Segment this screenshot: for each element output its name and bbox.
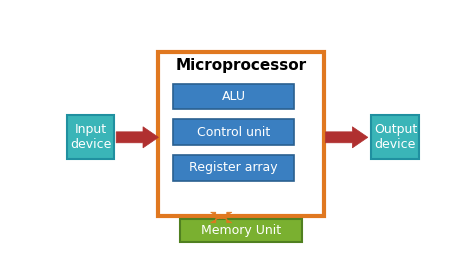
Polygon shape <box>116 127 158 148</box>
Bar <box>372 115 419 159</box>
Text: Input
device: Input device <box>70 123 111 151</box>
Bar <box>158 52 324 216</box>
Bar <box>173 155 294 181</box>
Text: ALU: ALU <box>222 90 246 103</box>
Text: Register array: Register array <box>190 161 278 175</box>
Text: Output
device: Output device <box>374 123 417 151</box>
Bar <box>173 84 294 109</box>
Text: Microprocessor: Microprocessor <box>175 58 307 73</box>
Bar <box>181 219 301 242</box>
Bar <box>66 115 114 159</box>
Polygon shape <box>326 127 368 148</box>
Text: Memory Unit: Memory Unit <box>201 224 281 237</box>
Polygon shape <box>210 216 232 223</box>
Polygon shape <box>210 212 232 219</box>
Text: Control unit: Control unit <box>197 125 270 139</box>
Bar <box>173 119 294 145</box>
